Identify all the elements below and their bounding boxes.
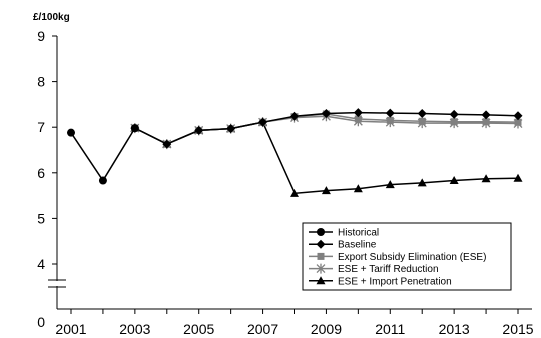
data-point bbox=[417, 109, 427, 119]
legend-entry: Baseline bbox=[338, 240, 377, 251]
y-tick-label: 6 bbox=[37, 165, 45, 181]
data-point bbox=[418, 117, 426, 125]
data-point bbox=[290, 188, 299, 197]
x-tick-label: 2013 bbox=[439, 321, 470, 337]
data-point bbox=[353, 108, 363, 118]
data-point bbox=[98, 176, 107, 185]
series-1 bbox=[130, 108, 523, 149]
data-point bbox=[354, 115, 362, 123]
series-0 bbox=[67, 124, 139, 185]
x-tick-label: 2001 bbox=[55, 321, 86, 337]
data-point bbox=[481, 174, 491, 183]
x-tick-label: 2005 bbox=[183, 321, 214, 337]
x-tick-label: 2007 bbox=[247, 321, 278, 337]
data-point bbox=[67, 128, 75, 137]
data-point bbox=[450, 118, 458, 126]
data-point bbox=[449, 176, 459, 185]
data-point bbox=[513, 111, 523, 121]
data-point bbox=[130, 124, 139, 133]
data-point bbox=[162, 139, 172, 149]
data-point bbox=[353, 184, 363, 193]
y-tick-label: 4 bbox=[37, 256, 45, 272]
data-point bbox=[385, 180, 395, 189]
x-tick-label: 2009 bbox=[311, 321, 342, 337]
data-point bbox=[386, 116, 394, 124]
legend-entry: ESE + Import Penetration bbox=[338, 276, 452, 287]
legend-marker bbox=[317, 252, 325, 260]
y-tick-label: 8 bbox=[37, 74, 45, 90]
y-axis-unit-label: £/100kg bbox=[33, 12, 70, 23]
legend-marker bbox=[317, 228, 325, 236]
data-point bbox=[258, 117, 268, 127]
data-point bbox=[321, 186, 331, 195]
data-point bbox=[226, 124, 236, 134]
legend-marker bbox=[316, 239, 326, 249]
legend-entry: Export Subsidy Elimination (ESE) bbox=[338, 252, 486, 263]
x-tick-label: 2011 bbox=[375, 321, 405, 337]
legend-entry: ESE + Tariff Reduction bbox=[338, 264, 439, 275]
legend-entry: Historical bbox=[338, 228, 379, 239]
data-point bbox=[514, 118, 522, 126]
data-point bbox=[449, 109, 459, 119]
series-layer bbox=[67, 108, 523, 197]
data-point bbox=[481, 110, 491, 120]
legend-box bbox=[302, 222, 512, 291]
axes-layer: 0 4 5 6 7 8 9 2001 2003 2005 2007 2009 2011 2013 2015 bbox=[37, 28, 534, 337]
series-4 bbox=[130, 117, 523, 197]
data-point bbox=[290, 111, 299, 121]
data-point bbox=[482, 118, 490, 126]
y-tick-label: 9 bbox=[37, 28, 45, 44]
data-point bbox=[385, 108, 395, 118]
data-point bbox=[513, 173, 523, 182]
x-tick-label: 2003 bbox=[119, 321, 150, 337]
data-point bbox=[194, 125, 204, 135]
x-tick-label: 2015 bbox=[502, 321, 533, 337]
legend-marker bbox=[316, 263, 326, 274]
y-tick-label: 0 bbox=[37, 314, 45, 330]
data-point bbox=[321, 109, 331, 119]
y-tick-label: 7 bbox=[37, 119, 45, 135]
data-point bbox=[417, 178, 427, 187]
legend-marker bbox=[316, 276, 326, 285]
axis-break-gap bbox=[48, 281, 66, 286]
series-line bbox=[70, 127, 136, 182]
y-tick-label: 5 bbox=[37, 210, 45, 226]
